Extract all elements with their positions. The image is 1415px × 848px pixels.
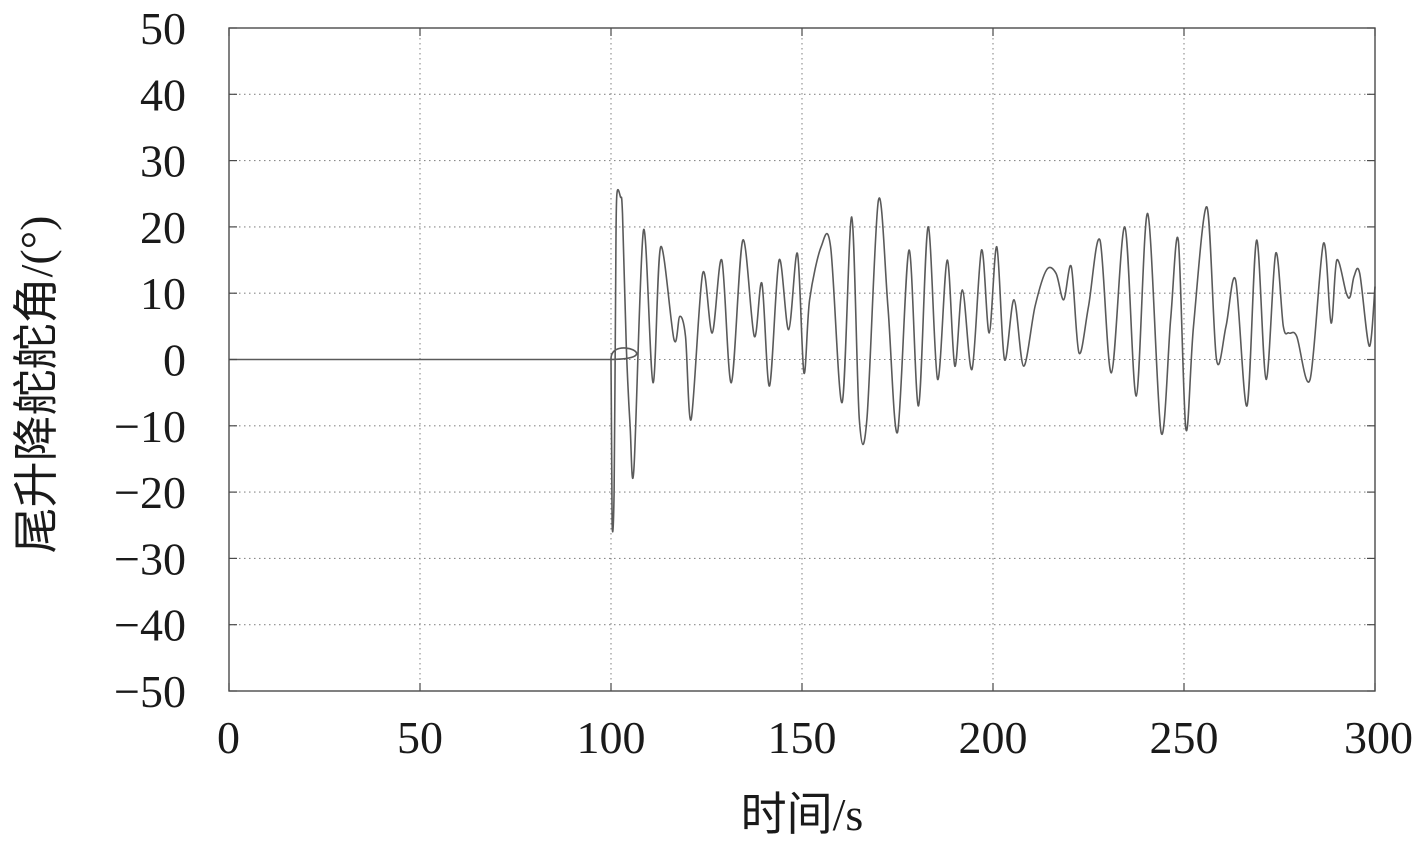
tick-marks <box>228 27 1376 692</box>
y-tick-label: −40 <box>114 600 186 651</box>
y-tick-label: 20 <box>140 202 186 253</box>
y-tick-label: 30 <box>140 136 186 187</box>
series-line <box>228 188 1376 533</box>
x-tick-label: 150 <box>768 712 837 763</box>
x-tick-label: 0 <box>217 712 240 763</box>
y-tick-label: 0 <box>163 335 186 386</box>
x-tick-label: 200 <box>959 712 1028 763</box>
y-tick-label: 50 <box>140 3 186 54</box>
x-tick-label: 100 <box>577 712 646 763</box>
x-axis-title: 时间/s <box>741 789 864 840</box>
x-tick-label: 50 <box>397 712 443 763</box>
x-tick-label: 300 <box>1344 712 1413 763</box>
y-axis-title: 尾升降舵舵角/(°) <box>11 216 62 554</box>
y-tick-label: 10 <box>140 268 186 319</box>
x-tick-labels: 0 50 100 150 200 250 300 <box>217 712 1413 763</box>
y-tick-label: −30 <box>114 533 186 584</box>
x-tick-label: 250 <box>1150 712 1219 763</box>
series-layer <box>228 188 1376 533</box>
y-tick-label: −50 <box>114 666 186 717</box>
y-tick-labels: 50 40 30 20 10 0 −10 −20 −30 −40 −50 <box>114 3 186 717</box>
y-tick-label: −20 <box>114 467 186 518</box>
y-tick-label: 40 <box>140 69 186 120</box>
y-tick-label: −10 <box>114 401 186 452</box>
